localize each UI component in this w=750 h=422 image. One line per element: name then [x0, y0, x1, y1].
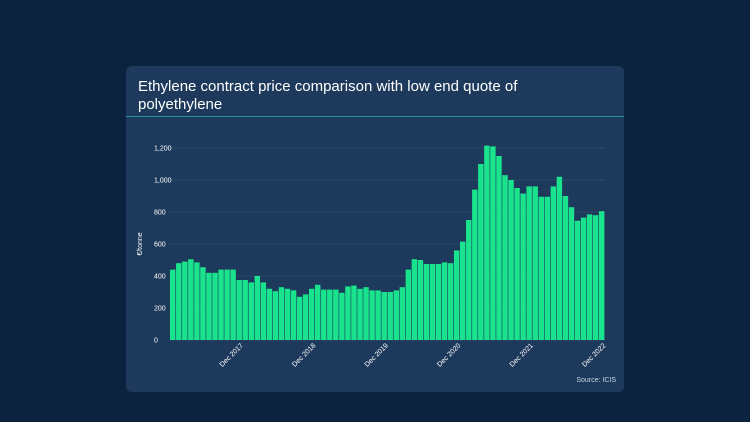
chart-title: Ethylene contract price comparison with … — [138, 78, 518, 113]
bar — [308, 288, 315, 340]
bar — [460, 241, 466, 340]
bar — [363, 287, 369, 340]
bar-chart: 1,200 1,000 800 600 400 200 0 €/tonne Dec 2017 De… — [137, 145, 607, 369]
bar — [236, 280, 242, 340]
bar — [387, 292, 393, 340]
y-tick-label: 400 — [154, 274, 166, 281]
bar — [562, 196, 569, 340]
bar — [393, 290, 399, 340]
bar — [423, 264, 430, 340]
bar — [580, 217, 587, 340]
bar — [496, 156, 502, 340]
bar — [230, 269, 236, 340]
bar — [375, 290, 381, 340]
bar — [417, 260, 424, 340]
bar — [592, 215, 599, 340]
bar — [357, 288, 363, 340]
bar — [339, 292, 345, 340]
y-tick-label: 1,000 — [154, 178, 172, 185]
bar — [484, 145, 490, 340]
y-axis-label: €/tonne — [137, 232, 144, 255]
bar — [472, 189, 478, 340]
bar — [556, 176, 563, 340]
bar — [405, 269, 412, 340]
bar — [290, 290, 297, 340]
bar — [224, 269, 230, 340]
bar — [381, 292, 387, 340]
bar — [327, 289, 333, 340]
bar — [568, 207, 575, 340]
bar — [176, 263, 182, 340]
bar — [278, 287, 285, 340]
bar — [411, 259, 418, 340]
bar — [272, 291, 279, 340]
y-tick-label: 800 — [154, 210, 166, 217]
bar — [315, 284, 321, 340]
bar — [574, 220, 581, 340]
x-tick-label: Dec 2021 — [509, 342, 535, 368]
bar — [254, 276, 261, 340]
bar — [526, 186, 532, 340]
bar — [194, 262, 200, 340]
y-tick-label: 200 — [154, 306, 166, 313]
bar — [188, 259, 194, 340]
bar — [502, 175, 508, 340]
x-tick-label: Dec 2020 — [436, 342, 462, 368]
bar — [200, 267, 206, 340]
bar — [435, 264, 442, 340]
bar — [302, 294, 309, 340]
bar — [242, 280, 248, 340]
x-tick-label: Dec 2017 — [219, 342, 245, 368]
x-tick-label: Dec 2022 — [581, 342, 607, 368]
y-tick-label: 1,200 — [154, 146, 172, 153]
bar — [212, 272, 218, 340]
bar — [170, 269, 176, 340]
bar — [538, 196, 544, 340]
bar — [218, 269, 224, 340]
bar — [429, 264, 436, 340]
bar — [550, 186, 557, 340]
bar — [544, 196, 551, 340]
bar — [598, 211, 605, 340]
bar — [490, 146, 496, 340]
bar — [508, 180, 514, 340]
bar — [586, 214, 593, 340]
y-tick-label: 0 — [154, 338, 158, 345]
bar — [321, 289, 327, 340]
bar — [284, 288, 291, 340]
source-note: Source: ICIS — [576, 377, 616, 384]
bar — [260, 282, 267, 340]
bar — [182, 261, 188, 340]
bar — [351, 285, 357, 340]
bar — [248, 282, 254, 340]
chart-card: Ethylene contract price comparison with … — [126, 66, 624, 392]
bar — [514, 188, 520, 340]
x-tick-label: Dec 2019 — [364, 342, 390, 368]
bar — [532, 186, 538, 340]
bar — [369, 290, 375, 340]
bar — [466, 220, 472, 340]
x-tick-label: Dec 2018 — [291, 342, 317, 368]
y-tick-label: 600 — [154, 242, 166, 249]
title-divider — [126, 116, 624, 117]
bar — [453, 250, 460, 340]
bar — [478, 164, 484, 340]
bar — [520, 193, 526, 340]
bar — [345, 286, 351, 340]
bar — [266, 288, 273, 340]
bar — [206, 272, 212, 340]
bar — [296, 296, 303, 340]
bar — [333, 289, 339, 340]
bar — [399, 287, 406, 340]
bar — [441, 262, 448, 340]
bar — [447, 263, 454, 340]
